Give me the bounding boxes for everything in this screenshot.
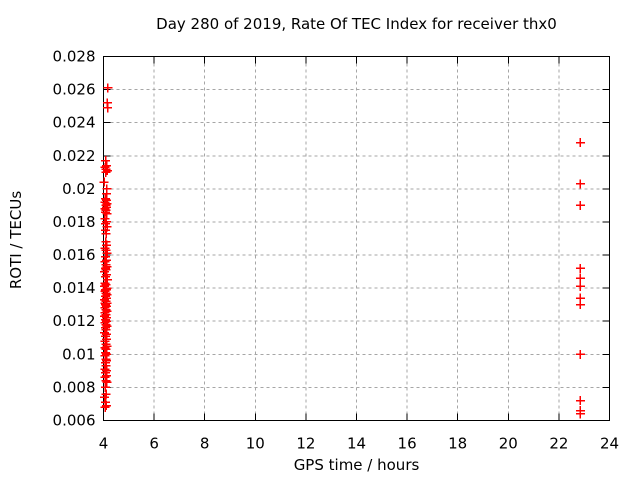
- x-tick-label: 4: [99, 435, 109, 453]
- chart-title: Day 280 of 2019, Rate Of TEC Index for r…: [156, 15, 557, 33]
- x-tick-label: 16: [398, 435, 417, 453]
- x-tick-label: 10: [246, 435, 265, 453]
- x-tick-label: 6: [149, 435, 159, 453]
- y-tick-label: 0.016: [53, 246, 96, 264]
- x-tick-label: 18: [448, 435, 467, 453]
- plot-border: [103, 56, 610, 421]
- x-tick-label: 20: [499, 435, 518, 453]
- y-tick-label: 0.026: [53, 81, 96, 99]
- y-tick-label: 0.01: [62, 345, 95, 363]
- x-tick-label: 22: [549, 435, 568, 453]
- x-tick-label: 24: [600, 435, 619, 453]
- y-tick-label: 0.008: [53, 378, 96, 396]
- x-tick-label: 12: [296, 435, 315, 453]
- x-axis-label: GPS time / hours: [293, 456, 420, 474]
- y-tick-label: 0.02: [62, 180, 95, 198]
- y-tick-label: 0.012: [53, 312, 96, 330]
- y-tick-label: 0.014: [53, 279, 96, 297]
- x-tick-label: 8: [200, 435, 210, 453]
- y-tick-label: 0.018: [53, 213, 96, 231]
- y-tick-label: 0.024: [53, 114, 96, 132]
- y-tick-label: 0.022: [53, 147, 96, 165]
- y-tick-label: 0.006: [53, 412, 96, 430]
- y-tick-label: 0.028: [53, 48, 96, 66]
- x-tick-label: 14: [347, 435, 366, 453]
